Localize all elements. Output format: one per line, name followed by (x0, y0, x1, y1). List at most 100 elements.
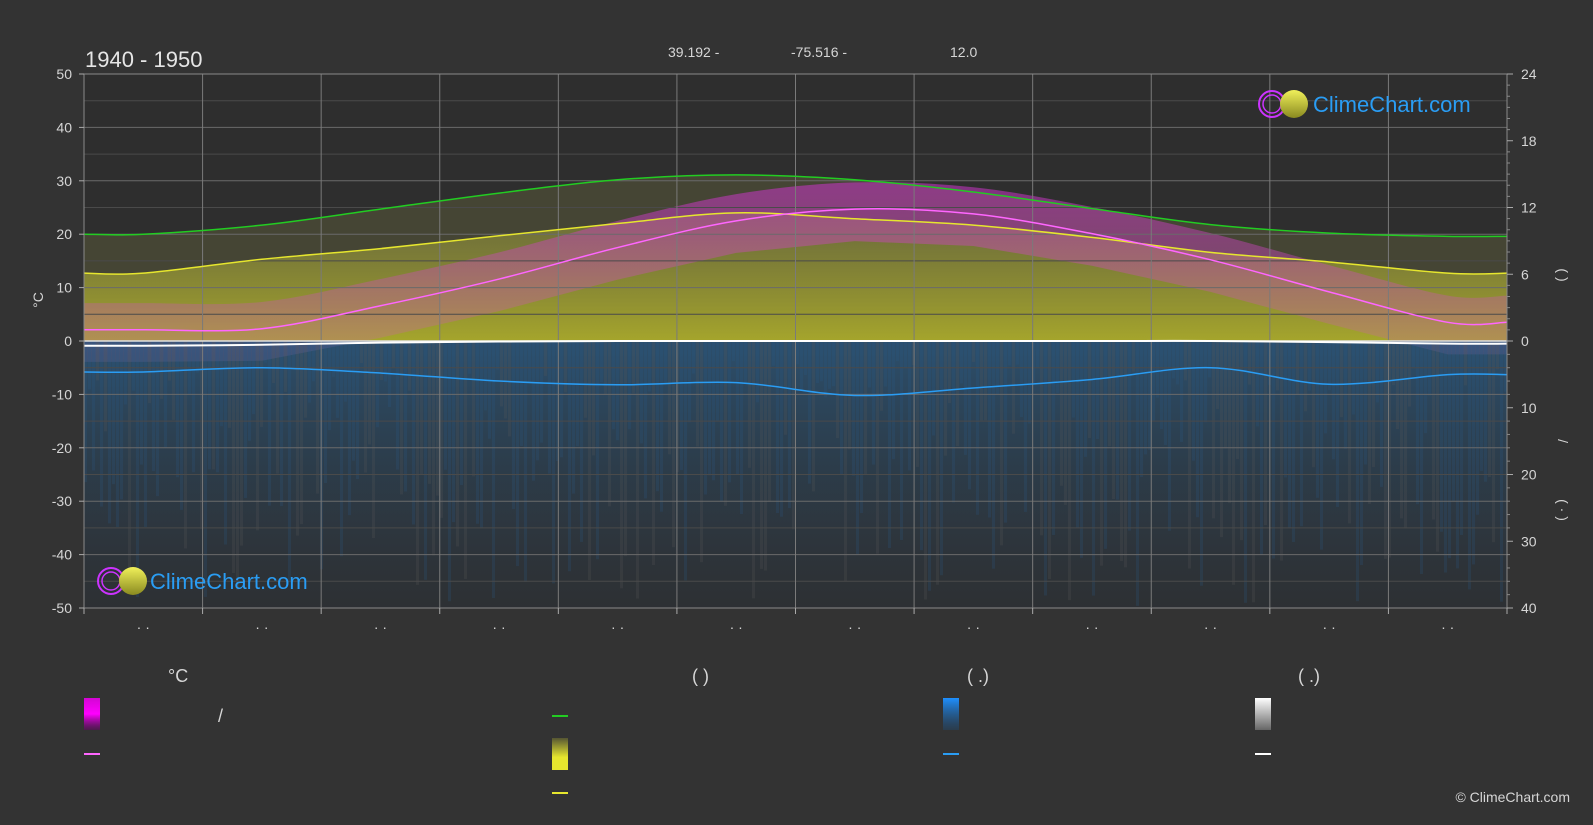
precipitation-streak (1432, 341, 1435, 520)
precipitation-streak (800, 341, 803, 392)
logo-sun-icon (1280, 90, 1308, 118)
x-tick-label: · · (255, 619, 268, 635)
y-axis-right: 24 18 12 6 0 10 20 30 40 (1507, 66, 1537, 616)
precipitation-streak (952, 341, 955, 503)
precipitation-streak (724, 341, 727, 506)
precipitation-streak (500, 341, 503, 407)
precipitation-streak (1228, 341, 1231, 504)
precipitation-streak (1308, 341, 1311, 391)
precipitation-streak (1208, 341, 1211, 378)
precipitation-streak (1504, 341, 1507, 392)
precipitation-streak (932, 341, 935, 436)
legend-header-temperature: °C (168, 666, 188, 686)
brand-name-bottom: ClimeChart.com (150, 569, 308, 594)
precipitation-streak (744, 341, 747, 383)
plot-area (83, 73, 1508, 609)
precipitation-streak (460, 341, 463, 486)
precipitation-streak (292, 341, 295, 368)
precipitation-streak (1344, 341, 1347, 450)
precipitation-streak (540, 341, 543, 443)
precipitation-streak (96, 341, 99, 381)
precipitation-streak (1476, 341, 1479, 515)
precipitation-streak (620, 341, 623, 589)
precipitation-streak (1340, 341, 1343, 418)
precipitation-streak (1084, 341, 1087, 457)
precipitation-streak (1020, 341, 1023, 417)
precipitation-streak (752, 341, 755, 599)
precipitation-streak (228, 341, 231, 428)
x-tick-label: · · (848, 619, 861, 635)
precipitation-streak (1420, 341, 1423, 574)
precipitation-streak (140, 341, 143, 465)
longitude-readout: -75.516 - (791, 44, 847, 60)
precipitation-streak (384, 341, 387, 382)
precipitation-streak (1108, 341, 1111, 447)
precipitation-streak (136, 341, 139, 598)
precipitation-streak (1164, 341, 1167, 445)
precipitation-streak (1152, 341, 1155, 421)
precipitation-streak (1172, 341, 1175, 379)
precipitation-streak (748, 341, 751, 468)
precipitation-streak (1352, 341, 1355, 415)
precipitation-streak (400, 341, 403, 495)
precipitation-streak (356, 341, 359, 480)
precipitation-streak (1148, 341, 1151, 450)
precipitation-streak (332, 341, 335, 377)
precipitation-streak (1000, 341, 1003, 546)
x-tick-label: · · (730, 619, 743, 635)
precipitation-streak (1092, 341, 1095, 596)
precipitation-streak (592, 341, 595, 456)
precipitation-streak (308, 341, 311, 403)
precipitation-streak (1252, 341, 1255, 603)
precipitation-streak (700, 341, 703, 563)
precipitation-streak (892, 341, 895, 460)
copyright-text[interactable]: © ClimeChart.com (1455, 789, 1570, 805)
precipitation-streak (1256, 341, 1259, 427)
precipitation-streak (520, 341, 523, 447)
precipitation-streak (960, 341, 963, 384)
precipitation-streak (600, 341, 603, 383)
y-axis-right-top-label: ( ) (1555, 268, 1571, 281)
x-tick-label: · · (967, 619, 980, 635)
precipitation-streak (512, 341, 515, 510)
precipitation-streak (764, 341, 767, 571)
precipitation-streak (916, 341, 919, 467)
precipitation-streak (1300, 341, 1303, 527)
brand-logo-bottom[interactable]: ClimeChart.com (97, 567, 308, 595)
legend-swatch-sunshine (552, 792, 568, 794)
brand-logo-top[interactable]: ClimeChart.com (1258, 90, 1471, 118)
precipitation-streak (1204, 341, 1207, 423)
y-right-tick-label: 30 (1521, 533, 1537, 549)
precipitation-streak (396, 341, 399, 470)
precipitation-streak (548, 341, 551, 474)
precipitation-streak (408, 341, 411, 391)
precipitation-streak (1368, 341, 1371, 505)
y-left-tick-label: 40 (56, 119, 72, 135)
precipitation-streak (1072, 341, 1075, 418)
precipitation-streak (836, 341, 839, 439)
precipitation-streak (732, 341, 735, 362)
precipitation-streak (868, 341, 871, 388)
precipitation-streak (832, 341, 835, 387)
precipitation-streak (1192, 341, 1195, 461)
precipitation-streak (1444, 341, 1447, 573)
precipitation-streak (1188, 341, 1191, 569)
precipitation-streak (860, 341, 863, 513)
y-left-tick-label: 50 (56, 66, 72, 82)
precipitation-streak (1112, 341, 1115, 500)
x-tick-label: · · (374, 619, 387, 635)
precipitation-streak (816, 341, 819, 384)
precipitation-streak (1500, 341, 1503, 602)
precipitation-streak (1440, 341, 1443, 532)
precipitation-streak (1004, 341, 1007, 523)
precipitation-streak (1160, 341, 1163, 430)
legend-swatch-rain-range (943, 698, 959, 730)
precipitation-streak (1388, 341, 1391, 558)
y-right-tick-label: 0 (1521, 333, 1529, 349)
precipitation-streak (1120, 341, 1123, 562)
precipitation-streak (1276, 341, 1279, 391)
precipitation-streak (716, 341, 719, 421)
precipitation-streak (472, 341, 475, 477)
precipitation-streak (1116, 341, 1119, 500)
y-axis-left-label: °C (30, 292, 46, 308)
